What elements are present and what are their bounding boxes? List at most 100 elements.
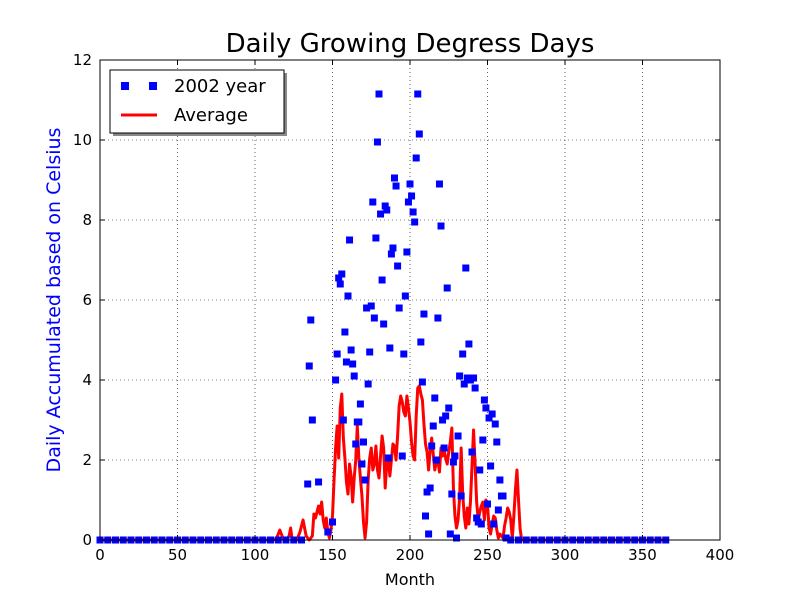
data-point-2002-year — [394, 262, 402, 270]
data-point-2002-year — [437, 222, 445, 230]
data-point-2002-year — [459, 350, 467, 358]
data-point-2002-year — [488, 410, 496, 418]
data-point-2002-year — [456, 372, 464, 380]
x-tick-label: 0 — [95, 546, 105, 564]
data-point-2002-year — [499, 492, 507, 500]
average-line — [100, 384, 666, 542]
data-point-2002-year — [375, 90, 383, 98]
data-point-2002-year — [494, 506, 502, 514]
data-point-2002-year — [356, 400, 364, 408]
data-point-2002-year — [446, 530, 454, 538]
data-point-2002-year — [412, 154, 420, 162]
data-point-2002-year — [448, 490, 456, 498]
data-point-2002-year — [414, 90, 422, 98]
data-point-2002-year — [493, 438, 501, 446]
data-point-2002-year — [366, 348, 374, 356]
data-point-2002-year — [442, 412, 450, 420]
data-point-2002-year — [383, 206, 391, 214]
data-point-2002-year — [307, 316, 315, 324]
data-point-2002-year — [428, 442, 436, 450]
data-point-2002-year — [363, 304, 371, 312]
data-point-2002-year — [360, 438, 367, 446]
data-point-2002-year — [425, 530, 433, 538]
data-point-2002-year — [496, 476, 504, 484]
legend-marker-2002-year-2 — [149, 82, 157, 90]
data-point-2002-year — [491, 420, 499, 428]
data-point-2002-year — [443, 284, 451, 292]
data-point-2002-year — [367, 302, 375, 310]
data-point-2002-year — [338, 270, 346, 278]
y-tick-label: 8 — [82, 211, 92, 229]
data-point-2002-year — [445, 404, 453, 412]
data-point-2002-year — [333, 350, 341, 358]
data-point-2002-year — [470, 374, 478, 382]
legend-marker-2002-year — [121, 82, 129, 90]
x-tick-label: 100 — [241, 546, 270, 564]
data-point-2002-year — [406, 180, 414, 188]
x-axis-label: Month — [385, 570, 435, 589]
data-point-2002-year — [429, 422, 437, 430]
data-point-2002-year — [347, 346, 355, 354]
data-point-2002-year — [358, 460, 366, 468]
y-tick-label: 10 — [73, 131, 92, 149]
data-point-2002-year — [453, 534, 460, 542]
data-point-2002-year — [349, 360, 357, 368]
data-point-2002-year — [404, 198, 412, 206]
x-tick-label: 150 — [318, 546, 347, 564]
y-tick-label: 6 — [82, 291, 92, 309]
data-point-2002-year — [480, 396, 488, 404]
data-point-2002-year — [431, 394, 439, 402]
data-point-2002-year — [324, 528, 332, 536]
data-point-2002-year — [482, 404, 490, 412]
data-point-2002-year — [409, 208, 417, 216]
data-point-2002-year — [477, 520, 485, 528]
data-point-2002-year — [471, 384, 479, 392]
data-point-2002-year — [361, 476, 369, 484]
data-point-2002-year — [336, 280, 344, 288]
data-point-2002-year — [418, 378, 426, 386]
data-point-2002-year — [454, 432, 462, 440]
data-point-2002-year — [372, 234, 380, 242]
data-point-2002-year — [502, 534, 510, 542]
data-point-2002-year — [457, 492, 465, 500]
data-point-2002-year — [415, 130, 423, 138]
legend-box — [109, 69, 285, 134]
data-point-2002-year — [432, 456, 440, 464]
data-point-2002-year — [426, 484, 434, 492]
data-point-2002-year — [490, 520, 498, 528]
data-point-2002-year — [479, 436, 487, 444]
data-point-2002-year — [373, 138, 381, 146]
data-point-2002-year — [352, 440, 360, 448]
data-point-2002-year — [449, 458, 457, 466]
data-point-2002-year — [465, 340, 473, 348]
data-point-2002-year — [332, 376, 340, 384]
x-tick-label: 350 — [628, 546, 657, 564]
data-point-2002-year — [434, 314, 442, 322]
data-point-2002-year — [392, 182, 400, 190]
data-point-2002-year — [387, 250, 395, 258]
data-point-2002-year — [346, 236, 354, 244]
data-point-2002-year — [401, 292, 409, 300]
data-point-2002-year — [435, 180, 443, 188]
data-point-2002-year — [304, 480, 312, 488]
data-point-2002-year — [422, 512, 429, 520]
data-point-2002-year — [369, 198, 377, 206]
data-point-2002-year — [389, 244, 397, 252]
data-point-2002-year — [305, 362, 313, 370]
data-point-2002-year — [485, 414, 493, 422]
data-point-2002-year — [395, 304, 403, 312]
chart-title: Daily Growing Degress Days — [226, 29, 595, 59]
data-point-2002-year — [417, 338, 425, 346]
data-point-2002-year — [342, 358, 350, 366]
y-tick-label: 0 — [82, 531, 92, 549]
data-point-2002-year — [364, 380, 372, 388]
x-tick-label: 200 — [396, 546, 425, 564]
legend-label-2002-year: 2002 year — [174, 76, 266, 97]
x-tick-label: 250 — [473, 546, 502, 564]
y-tick-label: 12 — [73, 51, 92, 69]
data-point-2002-year — [408, 192, 416, 200]
data-point-2002-year — [411, 218, 419, 226]
data-point-2002-year — [386, 344, 394, 352]
data-point-2002-year — [329, 518, 336, 526]
